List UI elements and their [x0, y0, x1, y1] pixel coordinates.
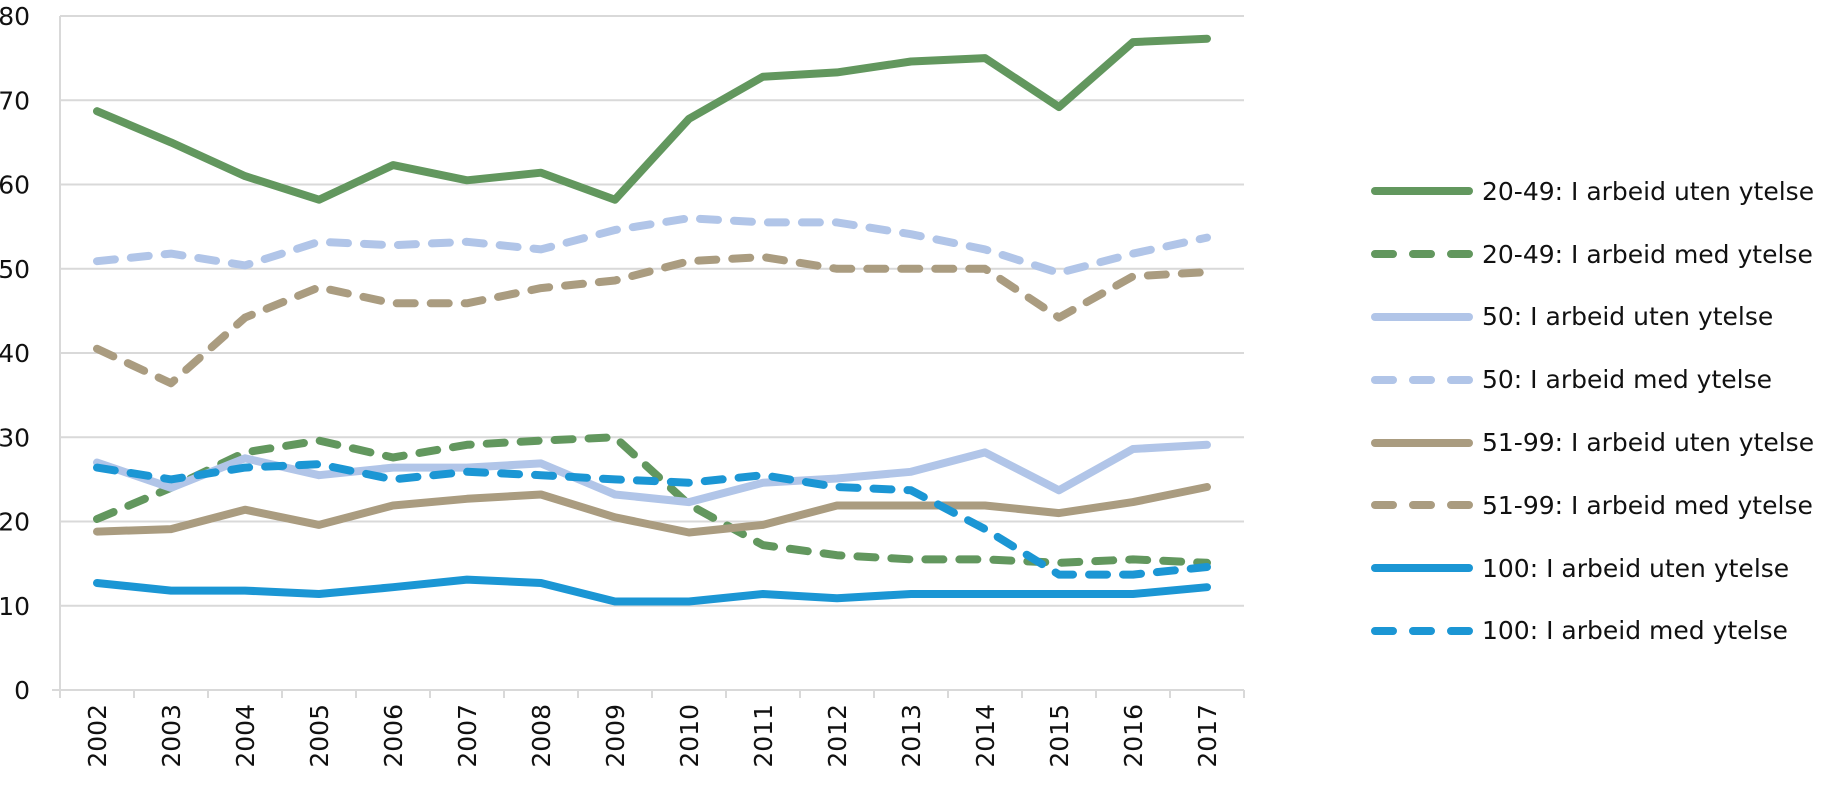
y-tick-label: 60	[0, 171, 30, 200]
legend-label: 20-49: I arbeid uten ytelse	[1482, 176, 1815, 206]
series-5	[93, 253, 1211, 388]
legend-swatch	[1371, 187, 1473, 196]
y-tick-label: 20	[0, 508, 30, 537]
x-tick-label: 2003	[157, 704, 186, 768]
legend: 20-49: I arbeid uten ytelse 20-49: I arbe…	[1370, 160, 1814, 662]
y-tick-label: 80	[0, 2, 30, 31]
x-tick-label: 2009	[601, 704, 630, 768]
legend-label: 20-49: I arbeid med ytelse	[1482, 239, 1813, 269]
x-tick-label: 2013	[897, 704, 926, 768]
x-tick-label: 2015	[1045, 704, 1074, 768]
series-line	[93, 460, 1211, 579]
series-7	[93, 460, 1211, 579]
legend-item: 50: I arbeid med ytelse	[1370, 348, 1814, 411]
y-tick-label: 70	[0, 86, 30, 115]
y-tick-label: 0	[14, 676, 30, 705]
x-tick-label: 2016	[1119, 704, 1148, 768]
series-line	[93, 433, 1211, 567]
x-tick-label: 2010	[675, 704, 704, 768]
legend-item: 100: I arbeid med ytelse	[1370, 600, 1814, 663]
legend-swatch	[1371, 312, 1473, 321]
series-3	[93, 214, 1211, 277]
legend-label: 50: I arbeid uten ytelse	[1482, 302, 1774, 332]
legend-swatch	[1371, 626, 1473, 635]
legend-label: 100: I arbeid med ytelse	[1482, 616, 1788, 646]
y-tick-label: 30	[0, 423, 30, 452]
series-lines	[93, 34, 1211, 606]
x-axis-ticks: 2002 2003 2004 2005 2006 2007 2008 2009 2010 2011…	[83, 704, 1222, 768]
legend-item: 20-49: I arbeid med ytelse	[1370, 223, 1814, 286]
x-tick-label: 2017	[1193, 704, 1222, 768]
legend-item: 50: I arbeid uten ytelse	[1370, 286, 1814, 349]
x-tick-label: 2008	[527, 704, 556, 768]
series-line	[93, 253, 1211, 388]
x-tick-label: 2014	[971, 704, 1000, 768]
y-tick-label: 40	[0, 339, 30, 368]
legend-swatch	[1371, 375, 1473, 384]
legend-label: 50: I arbeid med ytelse	[1482, 365, 1772, 395]
series-line	[93, 575, 1211, 606]
series-0	[93, 34, 1211, 204]
y-axis-ticks: 0 10 20 30 40 50 60 70 80	[0, 2, 30, 705]
axes	[52, 16, 1245, 698]
y-tick-label: 50	[0, 255, 30, 284]
x-tick-label: 2002	[83, 704, 112, 768]
legend-label: 100: I arbeid uten ytelse	[1482, 553, 1790, 583]
series-line	[93, 483, 1211, 537]
y-tick-label: 10	[0, 592, 30, 621]
legend-item: 51-99: I arbeid uten ytelse	[1370, 411, 1814, 474]
series-6	[93, 575, 1211, 606]
x-tick-label: 2011	[749, 704, 778, 768]
x-tick-label: 2005	[305, 704, 334, 768]
legend-swatch	[1371, 564, 1473, 573]
x-tick-label: 2006	[379, 704, 408, 768]
series-line	[93, 34, 1211, 204]
series-4	[93, 483, 1211, 537]
x-tick-label: 2012	[823, 704, 852, 768]
x-tick-label: 2004	[231, 704, 260, 768]
x-tick-label: 2007	[453, 704, 482, 768]
legend-swatch	[1371, 250, 1473, 259]
legend-swatch	[1371, 438, 1473, 447]
legend-item: 100: I arbeid uten ytelse	[1370, 537, 1814, 600]
legend-label: 51-99: I arbeid med ytelse	[1482, 490, 1813, 520]
legend-swatch	[1371, 501, 1473, 510]
series-line	[93, 214, 1211, 277]
legend-item: 20-49: I arbeid uten ytelse	[1370, 160, 1814, 223]
legend-item: 51-99: I arbeid med ytelse	[1370, 474, 1814, 537]
legend-label: 51-99: I arbeid uten ytelse	[1482, 428, 1815, 458]
